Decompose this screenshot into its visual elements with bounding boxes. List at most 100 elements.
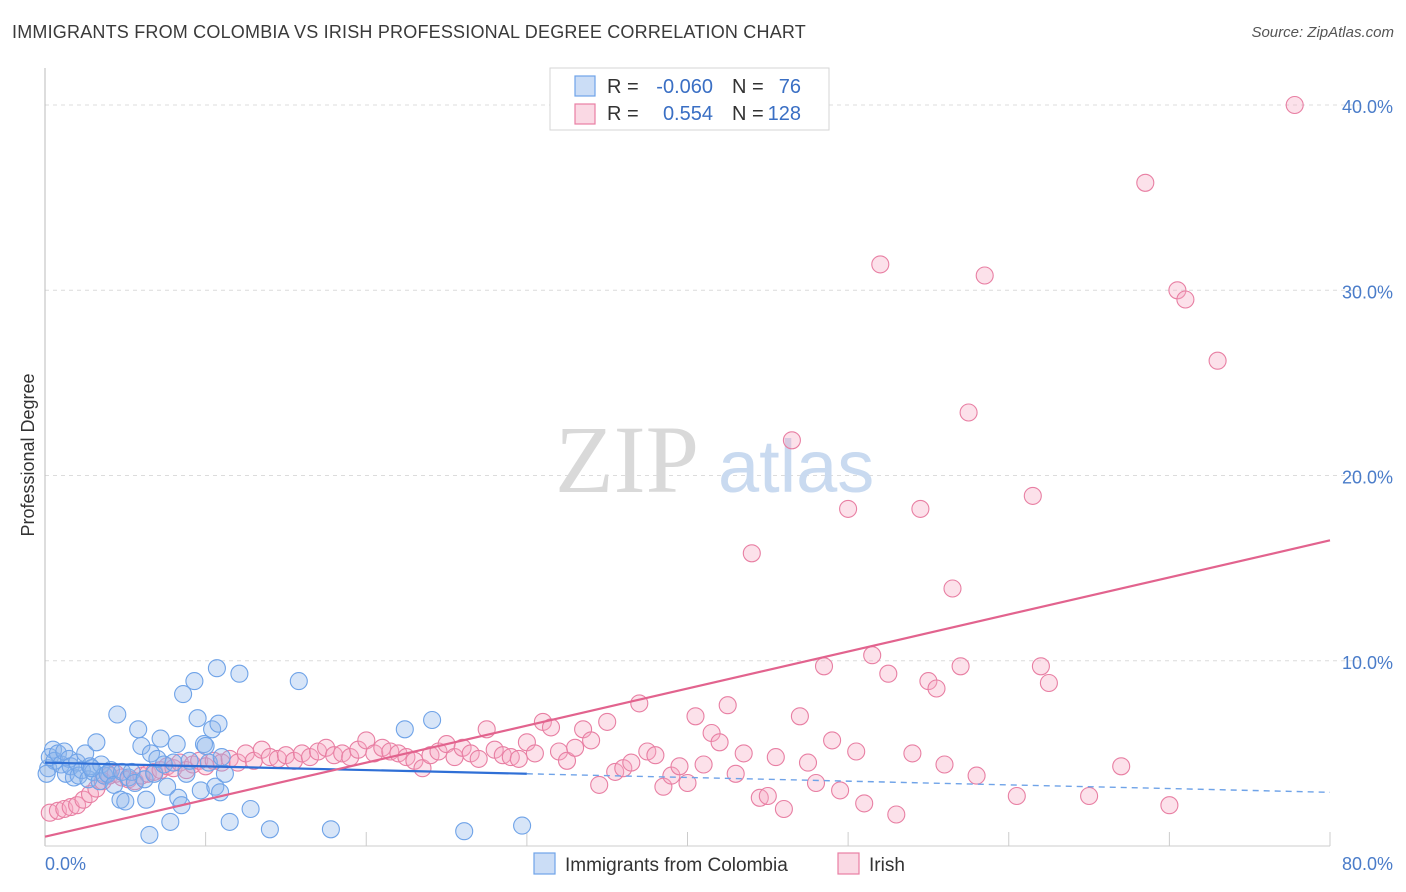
irish-point	[855, 794, 874, 813]
irish-point	[718, 696, 737, 715]
irish-point	[1023, 486, 1042, 505]
irish-point	[903, 744, 922, 763]
irish-point	[774, 799, 793, 819]
irish-point	[726, 764, 745, 783]
irish-point	[806, 773, 826, 793]
colombia-point	[164, 753, 183, 772]
colombia-point	[82, 759, 101, 778]
y-tick-labels: 10.0% 20.0% 30.0% 40.0%	[1342, 97, 1393, 673]
colombia-point	[513, 816, 532, 835]
legend-n-value-2: 128	[768, 103, 801, 125]
irish-point	[911, 499, 930, 518]
bottom-legend-label-colombia: Immigrants from Colombia	[565, 855, 788, 876]
irish-point	[646, 746, 665, 765]
irish-point	[943, 579, 962, 598]
colombia-point	[289, 672, 308, 691]
colombia-point	[423, 710, 442, 730]
colombia-point	[241, 799, 260, 819]
legend-n-label-1: N =	[732, 76, 764, 98]
irish-point	[734, 744, 753, 763]
irish-point	[622, 753, 641, 772]
irish-point	[798, 753, 818, 772]
irish-point	[1007, 786, 1026, 806]
irish-point	[1160, 796, 1179, 815]
legend-box	[549, 67, 830, 131]
irish-point	[1039, 673, 1058, 693]
irish-point	[790, 707, 809, 726]
colombia-point	[212, 748, 231, 767]
colombia-point	[395, 720, 414, 739]
y-tick-label: 10.0%	[1342, 653, 1393, 673]
y-axis-label: Professional Degree	[18, 373, 38, 536]
colombia-point	[87, 733, 106, 752]
colombia-point	[260, 820, 279, 839]
irish-point	[566, 738, 585, 757]
colombia-point	[209, 714, 228, 733]
irish-point	[694, 755, 713, 774]
irish-point	[766, 748, 785, 767]
irish-point	[678, 773, 697, 793]
correlation-legend: R = -0.060 N = 76 R = 0.554 N = 128	[549, 67, 830, 131]
colombia-point	[132, 736, 151, 756]
colombia-point	[129, 720, 148, 739]
colombia-point	[185, 672, 204, 691]
legend-r-value-2: 0.554	[663, 103, 713, 125]
irish-point	[1031, 657, 1050, 676]
irish-point	[839, 499, 858, 518]
colombia-trend-line-extension	[526, 773, 1331, 793]
colombia-point	[37, 764, 56, 783]
irish-point	[831, 781, 850, 800]
irish-point	[823, 731, 842, 750]
watermark-atlas: atlas	[718, 425, 874, 508]
irish-point	[509, 749, 528, 768]
irish-point	[1208, 351, 1227, 370]
colombia-point	[455, 822, 474, 841]
colombia-point	[140, 825, 159, 844]
series-legend: Immigrants from Colombia Irish	[533, 852, 905, 876]
colombia-trend-line	[44, 761, 527, 775]
legend-r-label-2: R =	[607, 103, 639, 125]
irish-point	[1080, 786, 1099, 806]
irish-point	[927, 679, 946, 698]
y-tick-label: 30.0%	[1342, 282, 1393, 302]
irish-point	[967, 766, 986, 785]
irish-point	[1176, 290, 1195, 309]
colombia-point	[158, 777, 177, 796]
irish-point	[541, 718, 561, 737]
watermark-zip: ZIP	[555, 406, 699, 513]
irish-trend-line	[44, 539, 1331, 838]
legend-n-value-1: 76	[779, 76, 801, 98]
irish-point	[742, 544, 761, 563]
colombia-point	[116, 792, 135, 811]
irish-point	[863, 646, 882, 665]
irish-point	[814, 657, 834, 676]
colombia-point	[108, 705, 127, 724]
irish-point	[975, 266, 994, 285]
irish-point	[871, 255, 890, 274]
source-label: Source: ZipAtlas.com	[1251, 24, 1394, 41]
irish-point	[1136, 173, 1155, 192]
x-axis-ticks	[205, 832, 1331, 846]
colombia-point	[161, 812, 180, 831]
irish-point	[1285, 95, 1304, 115]
chart-title: IMMIGRANTS FROM COLOMBIA VS IRISH PROFES…	[12, 22, 806, 42]
colombia-point	[215, 764, 234, 783]
y-tick-label: 20.0%	[1342, 468, 1393, 488]
irish-point	[879, 664, 898, 683]
bottom-legend-swatch-colombia	[533, 852, 556, 875]
irish-point	[847, 742, 866, 761]
irish-point	[557, 751, 577, 770]
y-tick-label: 40.0%	[1342, 97, 1393, 117]
colombia-point	[220, 812, 239, 831]
colombia-point	[125, 773, 144, 793]
colombia-point	[174, 685, 193, 704]
irish-point	[710, 733, 729, 752]
legend-swatch-colombia	[574, 75, 596, 97]
irish-point	[951, 657, 970, 676]
colombia-point	[206, 777, 225, 796]
colombia-point	[167, 735, 186, 754]
colombia-point	[101, 761, 120, 780]
irish-point	[1112, 757, 1131, 776]
irish-point	[525, 744, 544, 763]
